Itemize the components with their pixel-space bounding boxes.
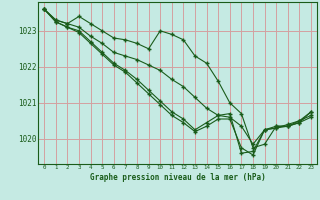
X-axis label: Graphe pression niveau de la mer (hPa): Graphe pression niveau de la mer (hPa) [90, 173, 266, 182]
